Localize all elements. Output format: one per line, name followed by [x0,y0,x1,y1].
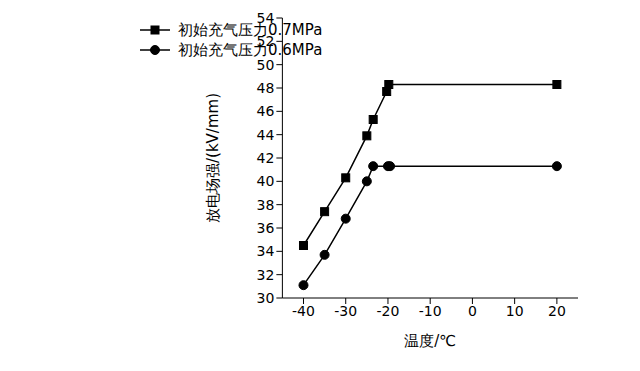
svg-text:40: 40 [257,173,275,189]
svg-text:44: 44 [257,127,275,143]
svg-text:0: 0 [468,303,477,319]
svg-text:30: 30 [257,290,275,306]
svg-text:-20: -20 [377,303,400,319]
svg-text:48: 48 [257,80,275,96]
svg-text:36: 36 [257,220,275,236]
svg-text:54: 54 [257,10,275,26]
svg-text:52: 52 [257,33,275,49]
svg-text:20: 20 [548,303,566,319]
svg-text:50: 50 [257,57,275,73]
svg-text:32: 32 [257,267,275,283]
svg-text:放电场强/(kV/mm): 放电场强/(kV/mm) [204,93,222,223]
svg-text:34: 34 [257,243,275,259]
svg-text:42: 42 [257,150,275,166]
svg-text:38: 38 [257,197,275,213]
svg-text:46: 46 [257,103,275,119]
svg-text:-40: -40 [292,303,315,319]
svg-text:-10: -10 [419,303,442,319]
svg-text:-30: -30 [334,303,357,319]
svg-text:10: 10 [506,303,524,319]
svg-text:温度/℃: 温度/℃ [404,332,456,350]
